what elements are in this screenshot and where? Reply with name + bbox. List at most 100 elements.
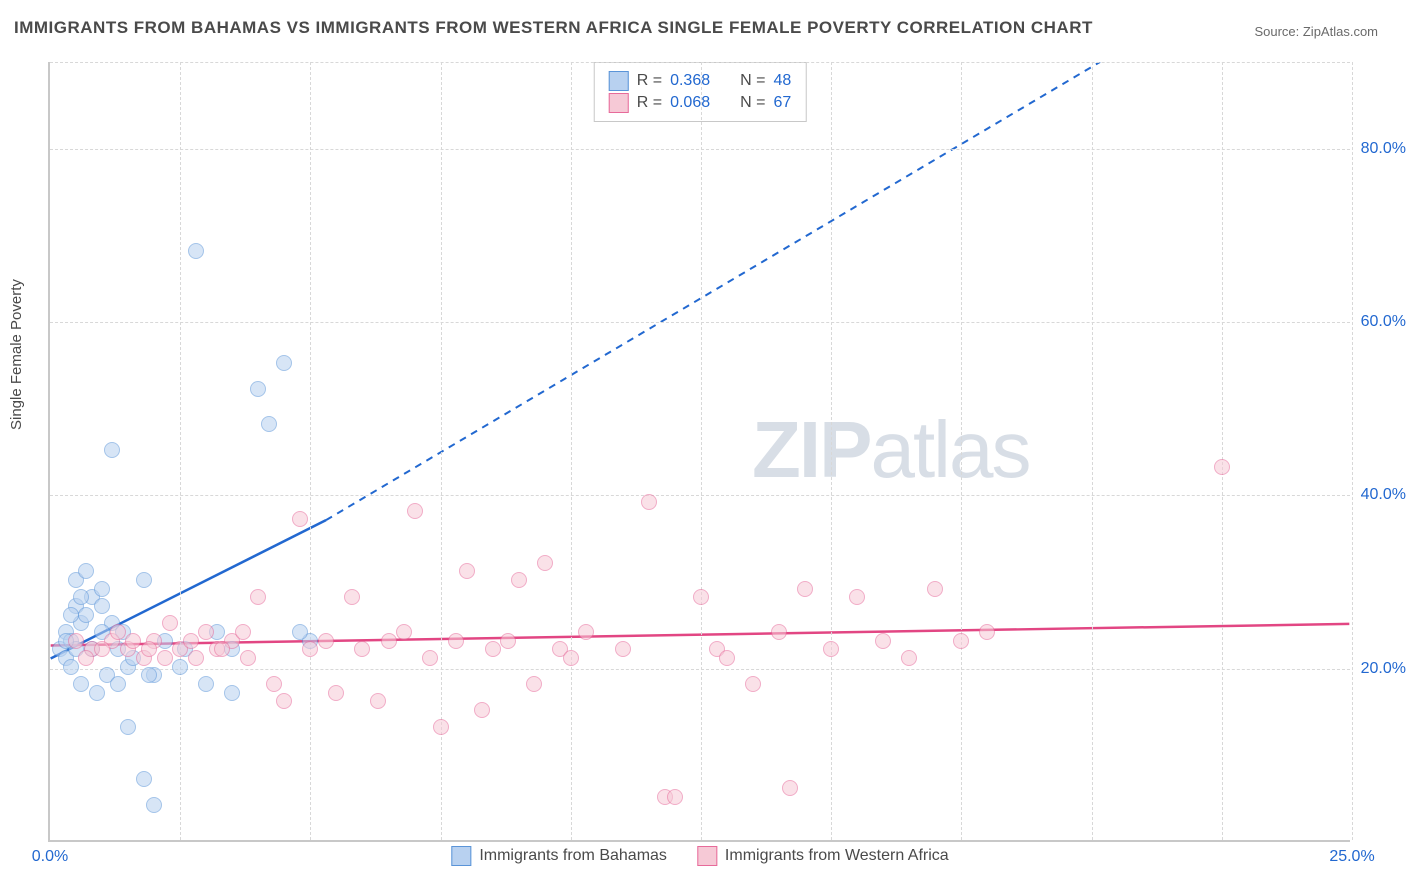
gridline-v <box>310 62 311 840</box>
gridline-h <box>50 149 1350 150</box>
scatter-point <box>459 563 475 579</box>
watermark: ZIPatlas <box>752 404 1029 496</box>
legend-r-label: R = <box>637 94 662 112</box>
legend-swatch <box>609 93 629 113</box>
scatter-point <box>500 633 516 649</box>
chart-title: IMMIGRANTS FROM BAHAMAS VS IMMIGRANTS FR… <box>14 18 1093 38</box>
gridline-h <box>50 495 1350 496</box>
scatter-point <box>797 581 813 597</box>
scatter-point <box>849 589 865 605</box>
scatter-point <box>250 589 266 605</box>
scatter-point <box>526 676 542 692</box>
legend-swatch <box>697 846 717 866</box>
scatter-point <box>141 641 157 657</box>
scatter-point <box>146 797 162 813</box>
y-tick-label: 40.0% <box>1361 486 1406 504</box>
scatter-point <box>719 650 735 666</box>
scatter-point <box>302 641 318 657</box>
scatter-point <box>782 780 798 796</box>
gridline-h <box>50 322 1350 323</box>
scatter-point <box>292 511 308 527</box>
scatter-point <box>141 667 157 683</box>
legend-r-value: 0.368 <box>670 72 710 90</box>
scatter-point <box>354 641 370 657</box>
scatter-point <box>94 598 110 614</box>
scatter-point <box>136 771 152 787</box>
scatter-point <box>110 624 126 640</box>
legend-n-label: N = <box>740 94 765 112</box>
scatter-point <box>125 633 141 649</box>
scatter-point <box>875 633 891 649</box>
scatter-point <box>198 624 214 640</box>
legend-r-label: R = <box>637 72 662 90</box>
y-axis-label: Single Female Poverty <box>8 279 25 430</box>
legend-item: Immigrants from Bahamas <box>451 846 667 866</box>
scatter-point <box>214 641 230 657</box>
scatter-point <box>641 494 657 510</box>
x-tick-label: 0.0% <box>32 848 68 866</box>
scatter-point <box>1214 459 1230 475</box>
scatter-point <box>448 633 464 649</box>
scatter-point <box>485 641 501 657</box>
correlation-legend: R = 0.368N = 48R = 0.068N = 67 <box>594 62 807 122</box>
legend-row: R = 0.368N = 48 <box>609 71 792 91</box>
legend-swatch <box>451 846 471 866</box>
scatter-point <box>693 589 709 605</box>
scatter-point <box>292 624 308 640</box>
scatter-point <box>120 719 136 735</box>
legend-label: Immigrants from Western Africa <box>725 847 949 865</box>
scatter-point <box>261 416 277 432</box>
scatter-point <box>328 685 344 701</box>
gridline-v <box>1352 62 1353 840</box>
gridline-h <box>50 669 1350 670</box>
scatter-point <box>94 581 110 597</box>
gridline-v <box>831 62 832 840</box>
scatter-point <box>198 676 214 692</box>
scatter-point <box>318 633 334 649</box>
scatter-point <box>104 442 120 458</box>
scatter-point <box>276 355 292 371</box>
legend-n-value: 67 <box>773 94 791 112</box>
y-tick-label: 20.0% <box>1361 660 1406 678</box>
scatter-point <box>667 789 683 805</box>
legend-n-label: N = <box>740 72 765 90</box>
chart-plot-area: ZIPatlas R = 0.368N = 48R = 0.068N = 67 … <box>48 62 1350 842</box>
scatter-point <box>94 641 110 657</box>
scatter-point <box>511 572 527 588</box>
scatter-point <box>474 702 490 718</box>
scatter-point <box>901 650 917 666</box>
legend-row: R = 0.068 N = 67 <box>609 93 792 113</box>
scatter-point <box>276 693 292 709</box>
scatter-point <box>68 633 84 649</box>
scatter-point <box>136 572 152 588</box>
scatter-point <box>396 624 412 640</box>
series-legend: Immigrants from Bahamas Immigrants from W… <box>451 846 948 866</box>
scatter-point <box>563 650 579 666</box>
scatter-point <box>953 633 969 649</box>
legend-item: Immigrants from Western Africa <box>697 846 949 866</box>
gridline-h <box>50 62 1350 63</box>
scatter-point <box>63 607 79 623</box>
legend-swatch <box>609 71 629 91</box>
scatter-point <box>979 624 995 640</box>
legend-r-value: 0.068 <box>670 94 710 112</box>
gridline-v <box>701 62 702 840</box>
source-label: Source: ZipAtlas.com <box>1254 24 1378 39</box>
scatter-point <box>537 555 553 571</box>
scatter-point <box>422 650 438 666</box>
scatter-point <box>89 685 105 701</box>
scatter-point <box>615 641 631 657</box>
scatter-point <box>172 659 188 675</box>
y-tick-label: 60.0% <box>1361 313 1406 331</box>
scatter-point <box>188 650 204 666</box>
scatter-point <box>745 676 761 692</box>
scatter-point <box>578 624 594 640</box>
gridline-v <box>180 62 181 840</box>
gridline-v <box>961 62 962 840</box>
scatter-point <box>73 676 89 692</box>
scatter-point <box>235 624 251 640</box>
scatter-point <box>250 381 266 397</box>
scatter-point <box>78 563 94 579</box>
scatter-point <box>73 589 89 605</box>
scatter-point <box>240 650 256 666</box>
